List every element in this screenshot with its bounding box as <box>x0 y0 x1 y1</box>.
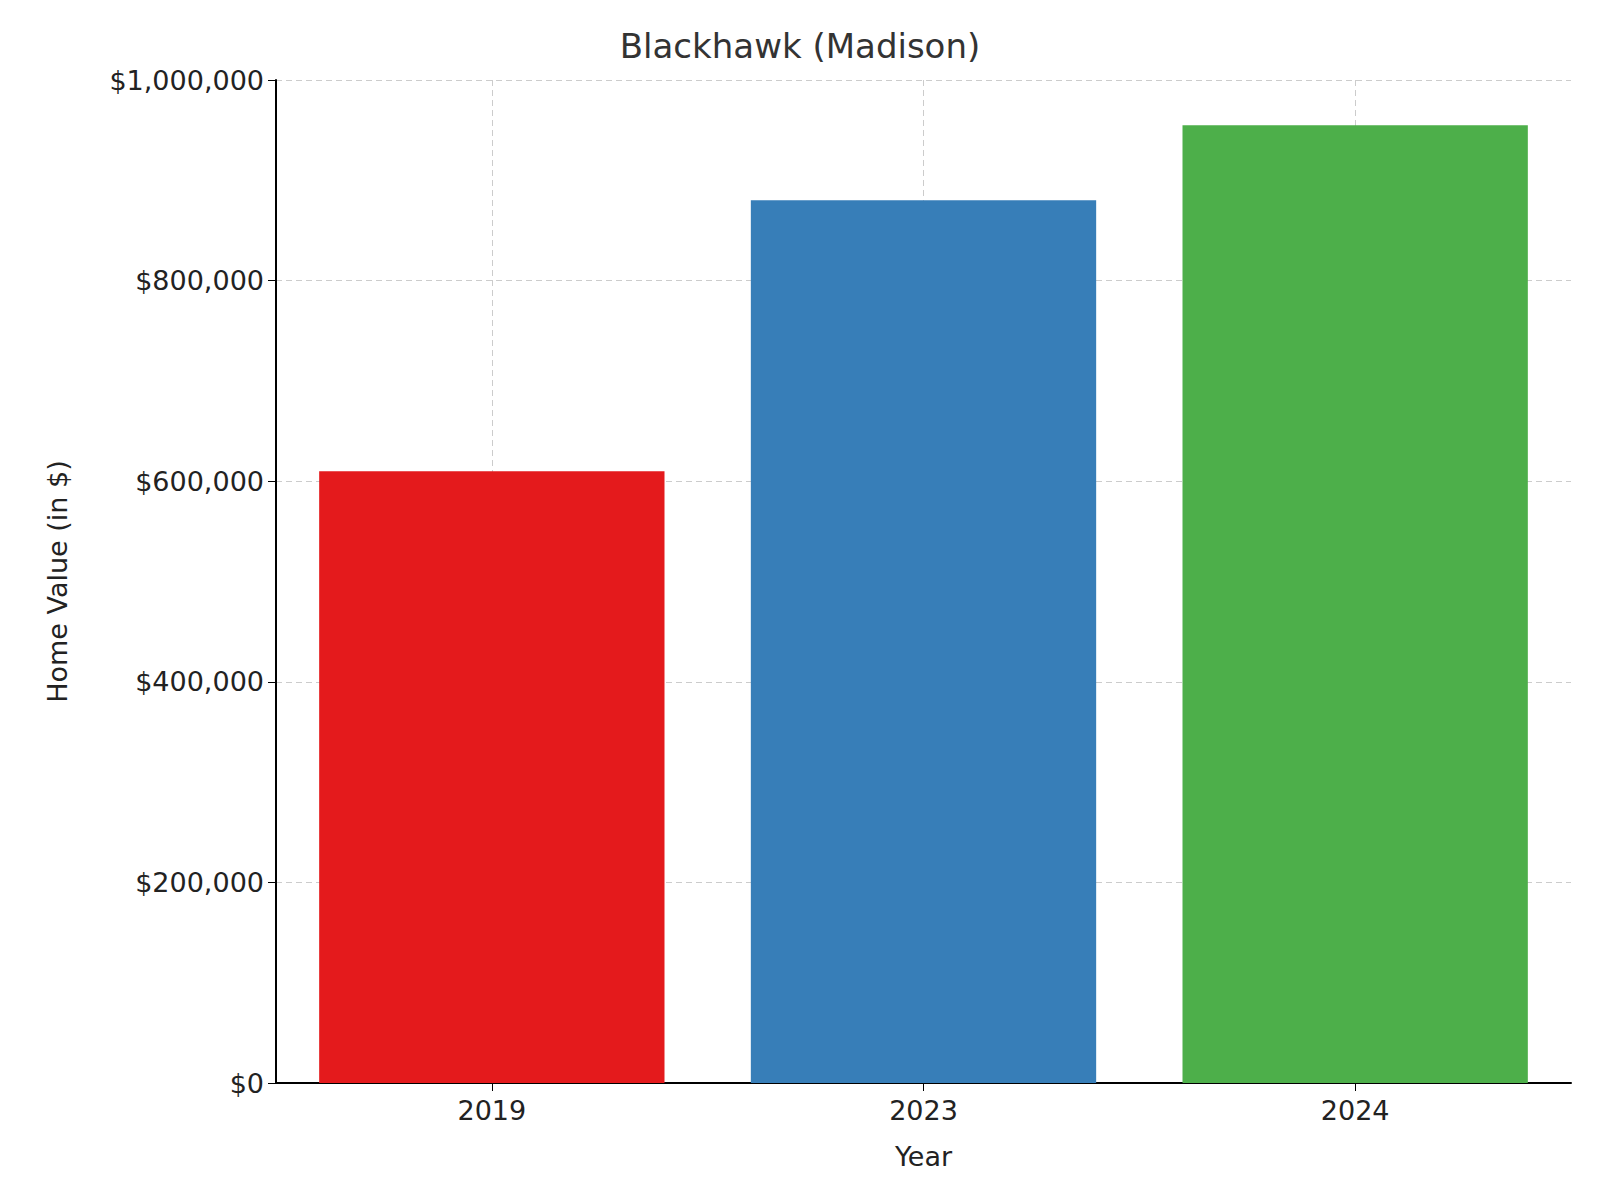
svg-text:$600,000: $600,000 <box>135 466 264 497</box>
svg-text:$400,000: $400,000 <box>135 666 264 697</box>
svg-text:$200,000: $200,000 <box>135 867 264 898</box>
svg-text:2019: 2019 <box>457 1095 526 1126</box>
svg-text:Home Value (in $): Home Value (in $) <box>42 460 73 703</box>
svg-text:$1,000,000: $1,000,000 <box>109 65 264 96</box>
svg-text:2024: 2024 <box>1321 1095 1390 1126</box>
svg-text:2023: 2023 <box>889 1095 958 1126</box>
svg-text:$0: $0 <box>230 1068 264 1099</box>
svg-text:Year: Year <box>894 1141 953 1172</box>
svg-text:$800,000: $800,000 <box>135 265 264 296</box>
svg-text:Blackhawk (Madison): Blackhawk (Madison) <box>620 26 980 66</box>
